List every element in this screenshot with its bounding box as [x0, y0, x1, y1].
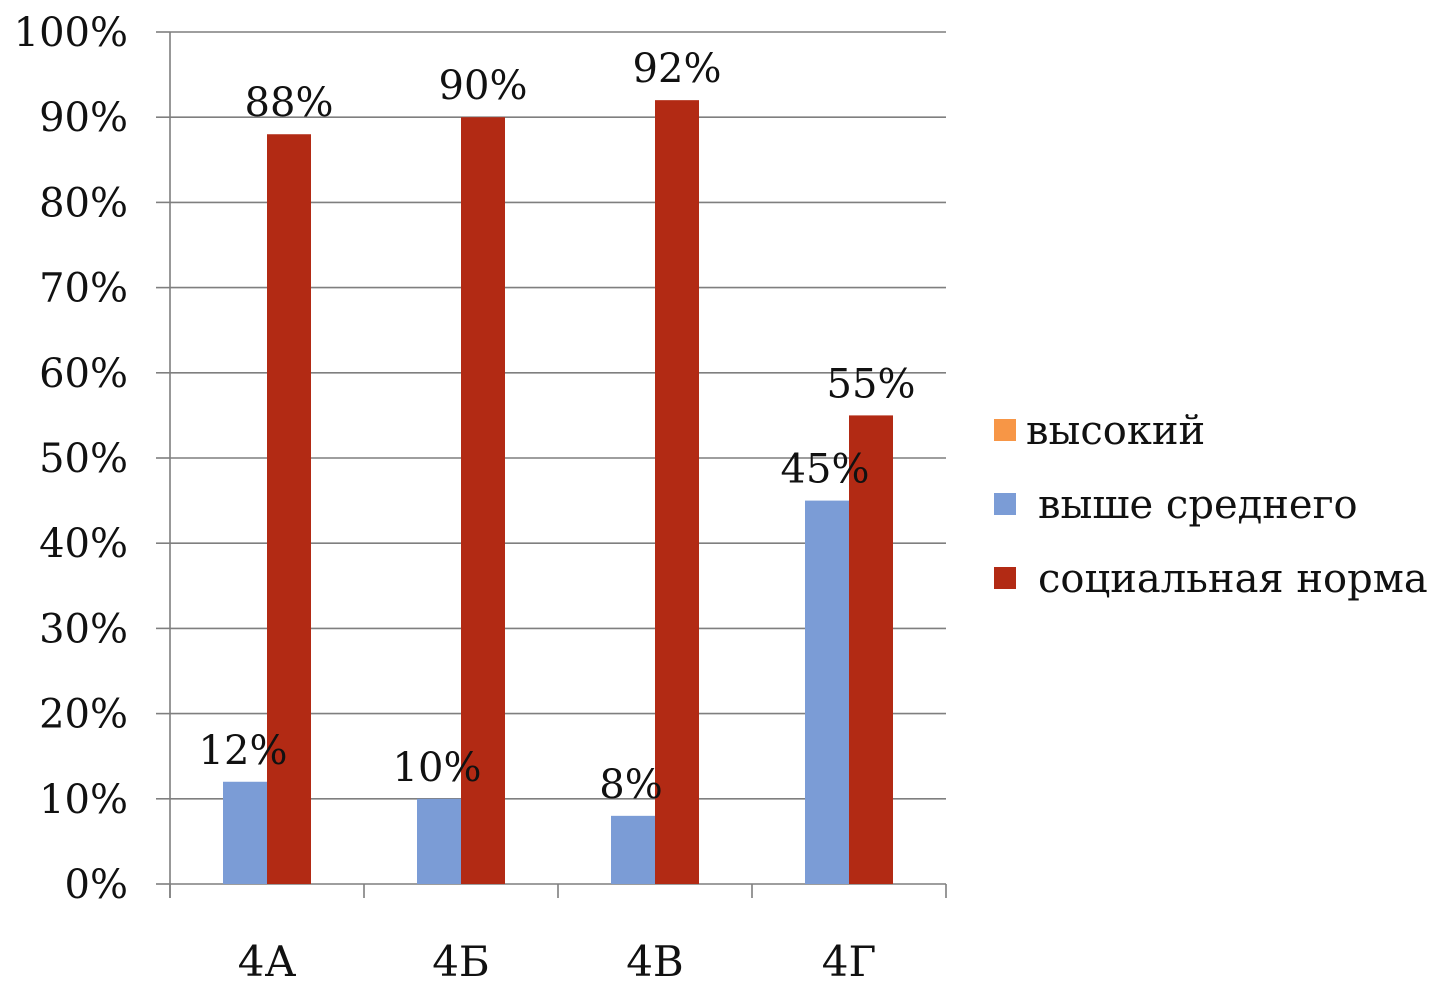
bar-above-average: [611, 815, 655, 884]
category-label: 4В: [626, 937, 684, 981]
y-tick-label: 0%: [65, 862, 128, 908]
y-tick-label: 90%: [39, 95, 128, 141]
bar-above-average: [805, 500, 849, 884]
data-label: 10%: [393, 745, 482, 791]
bars: [223, 100, 893, 885]
data-label: 8%: [599, 762, 662, 808]
bar-social-norm: [849, 415, 893, 884]
data-label: 88%: [245, 80, 334, 126]
x-axis-category-labels: 4А 4Б 4В 4Г: [238, 937, 877, 986]
y-tick-label: 30%: [39, 606, 128, 652]
data-label: 90%: [439, 63, 528, 109]
y-tick-label: 70%: [39, 266, 128, 312]
data-label: 45%: [781, 447, 870, 493]
y-tick-label: 20%: [39, 692, 128, 738]
legend-label: социальная норма: [1038, 556, 1428, 602]
y-tick-label: 60%: [39, 351, 128, 397]
legend-label: выше среднего: [1038, 482, 1358, 528]
y-tick-label: 40%: [39, 521, 128, 567]
data-labels: 12% 88% 10% 90% 8% 92% 45% 55%: [199, 46, 916, 808]
data-label: 12%: [199, 728, 288, 774]
category-label: 4Б: [432, 937, 490, 981]
bar-social-norm: [655, 100, 699, 884]
y-tick-label: 80%: [39, 180, 128, 226]
bar-social-norm: [267, 134, 311, 885]
bar-social-norm: [461, 117, 505, 884]
y-tick-label: 50%: [39, 436, 128, 482]
legend-swatch: [994, 567, 1016, 589]
y-tick-label: 10%: [39, 777, 128, 823]
legend-swatch: [994, 493, 1016, 515]
legend: высокий выше среднего социальная норма: [994, 408, 1428, 602]
y-axis-tick-labels: 0% 10% 20% 30% 40% 50% 60% 70% 80% 90% 100%: [14, 10, 128, 908]
y-tick-label: 100%: [14, 10, 128, 56]
legend-label: высокий: [1026, 408, 1205, 454]
bar-above-average: [223, 781, 267, 884]
data-label: 92%: [633, 46, 722, 92]
category-label: 4Г: [822, 937, 877, 981]
data-label: 55%: [827, 361, 916, 407]
category-label: 4А: [238, 937, 297, 981]
bar-above-average: [417, 798, 461, 884]
legend-swatch: [994, 419, 1016, 441]
